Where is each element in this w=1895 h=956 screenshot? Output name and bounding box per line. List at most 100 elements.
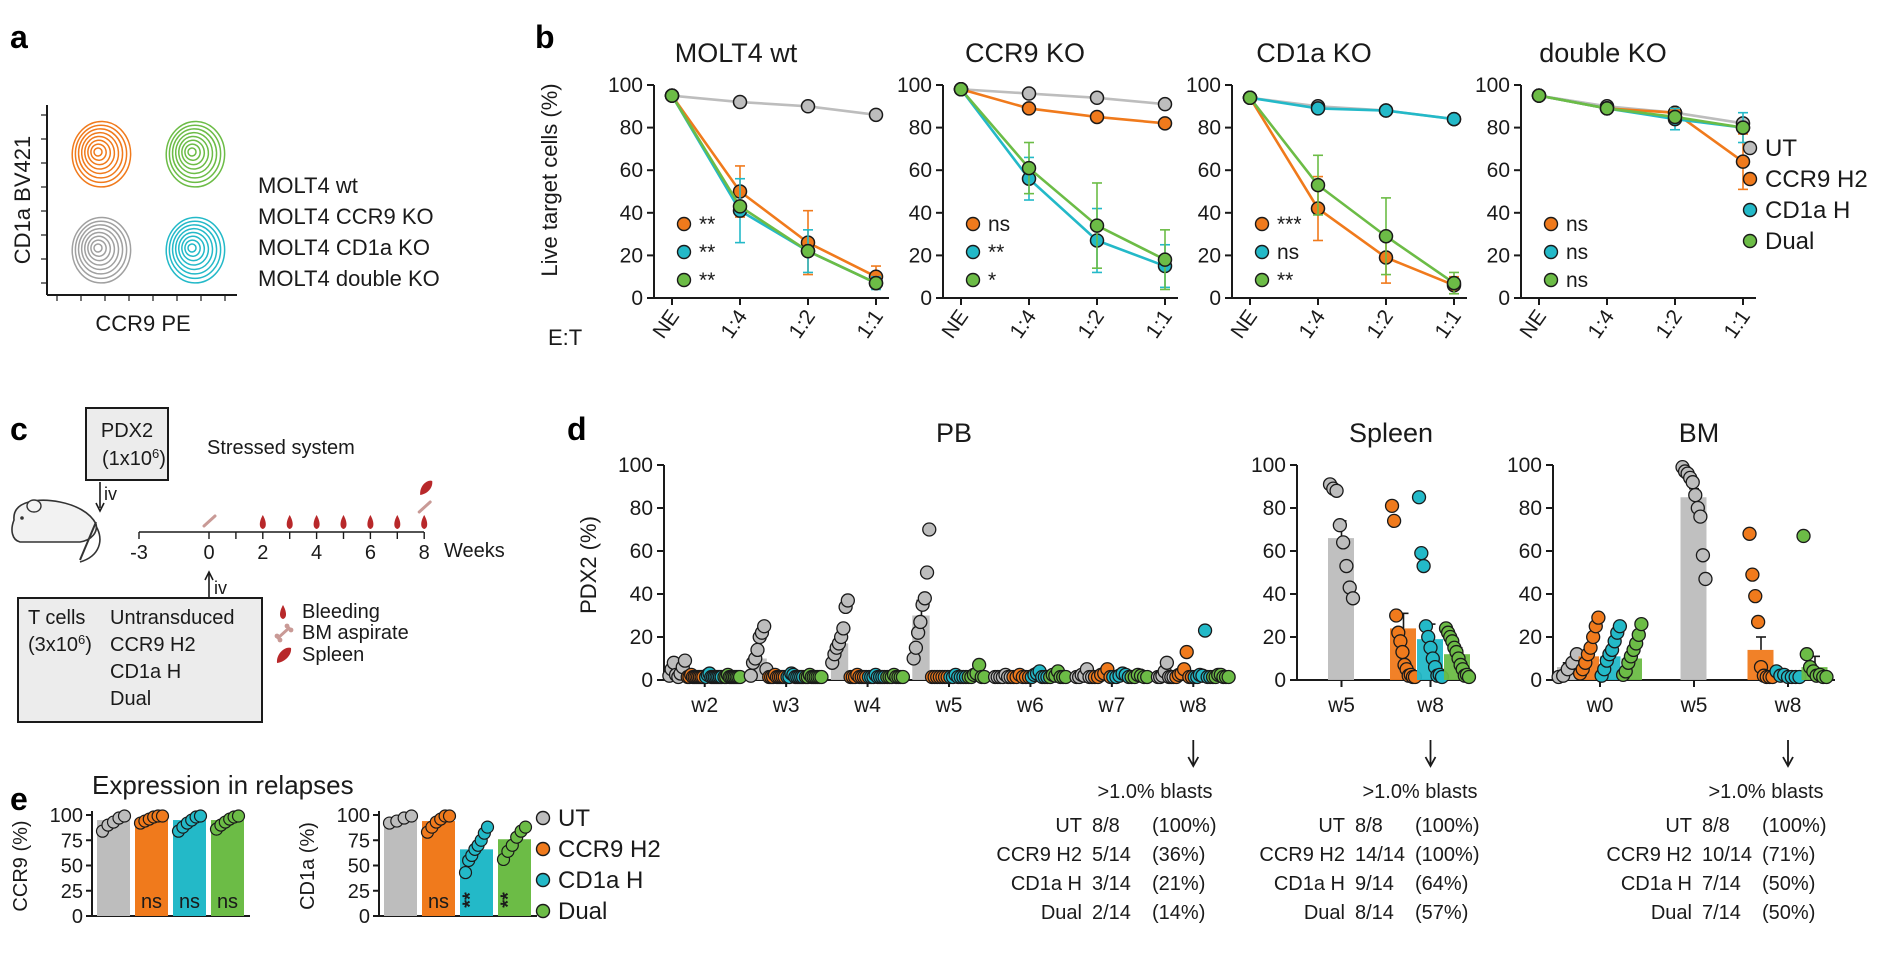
legend-marker-dual <box>1742 233 1758 249</box>
panel-e: e Expression in relapses CCR9 (%) 0 25 50 75… <box>10 770 661 928</box>
data-point <box>1021 86 1037 101</box>
significance-marker <box>1543 244 1559 260</box>
blast-row-group: CD1a H <box>1274 873 1345 895</box>
y-tick-label: 0 <box>1530 669 1542 692</box>
blast-row-percent: (50%) <box>1762 873 1815 895</box>
contour-double-ko <box>93 243 103 253</box>
contour-double-ko <box>77 224 124 275</box>
y-tick-label: 0 <box>631 287 643 310</box>
tcells-group-untransduced: Untransduced <box>110 607 235 629</box>
x-tick-label: 1:4 <box>1584 305 1620 342</box>
data-point <box>1310 177 1326 193</box>
data-point <box>1591 610 1606 625</box>
series-ccr9-h2 <box>1531 88 1751 191</box>
y-tick-label: 25 <box>348 881 370 903</box>
data-point <box>971 657 987 673</box>
contour-ccr9-ko <box>71 120 132 188</box>
x-tick-label: 1:4 <box>1295 305 1331 342</box>
arrow-head <box>1424 756 1437 768</box>
y-tick-label: 0 <box>359 906 370 928</box>
pdx-dose-close: ) <box>159 448 166 470</box>
blood-drop-icon <box>280 605 286 619</box>
blast-row-group: CCR9 H2 <box>1606 844 1692 866</box>
blast-row-count: 8/8 <box>1355 815 1383 837</box>
blast-row-count: 9/14 <box>1355 873 1394 895</box>
blast-table-header: >1.0% blasts <box>1362 781 1477 803</box>
data-point <box>1157 116 1173 131</box>
weeks-label: Weeks <box>444 540 505 562</box>
y-tick-label: 80 <box>620 117 643 140</box>
x-tick-label: NE <box>1227 306 1263 343</box>
y-tick-label: 60 <box>1519 540 1542 563</box>
significance-label: ns <box>428 891 449 913</box>
contour-wt <box>178 135 210 170</box>
iv-top-label: iv <box>104 484 117 504</box>
y-tick-label: 40 <box>909 202 932 225</box>
legend-label-ut: UT <box>1765 135 1797 162</box>
data-point <box>922 522 937 537</box>
data-point <box>1414 546 1429 561</box>
bar-ut <box>384 820 417 916</box>
tcells-group-ccr9h2: CCR9 H2 <box>110 634 196 656</box>
b-y-label: Live target cells (%) <box>537 83 562 276</box>
data-point <box>518 820 533 834</box>
b-legend: UT CCR9 H2 CD1a H Dual <box>1742 135 1868 255</box>
data-point <box>840 593 855 608</box>
timeline-tick-label: 0 <box>203 542 214 564</box>
data-point <box>1693 509 1708 524</box>
blast-row-group: CCR9 H2 <box>1259 844 1345 866</box>
data-point <box>1021 160 1037 176</box>
x-tick-label: w7 <box>1097 694 1125 717</box>
flow-x-label: CCR9 PE <box>95 311 190 336</box>
data-point <box>1242 90 1258 106</box>
bleeding-drop-icon <box>367 515 374 529</box>
significance-label: ns <box>988 213 1010 236</box>
contour-ccr9-ko <box>80 131 120 175</box>
x-tick-label: 1:2 <box>785 306 821 343</box>
significance-label: ns <box>179 891 200 913</box>
y-tick-label: 40 <box>630 583 653 606</box>
data-point <box>953 82 969 97</box>
y-tick-label: 20 <box>1263 626 1286 649</box>
contour-double-ko <box>90 239 107 258</box>
contour-cd1a-ko <box>181 235 206 262</box>
y-tick-label: 20 <box>1487 244 1510 267</box>
data-point <box>1378 103 1394 118</box>
data-point <box>1748 589 1763 604</box>
data-point <box>458 865 473 880</box>
panel-b: b Live target cells (%) E:T MOLT4 wt 0 20 4… <box>535 19 1868 350</box>
y-tick-label: 60 <box>909 159 932 182</box>
contour-wt <box>171 128 218 179</box>
blast-row-group: CCR9 H2 <box>996 844 1082 866</box>
contour-cd1a-ko <box>171 224 218 275</box>
y-tick-label: 80 <box>1519 497 1542 520</box>
series-line <box>1538 94 1744 129</box>
flow-contours <box>71 120 226 284</box>
contour-double-ko <box>71 216 132 284</box>
series-line <box>670 94 877 278</box>
significance-marker <box>1254 244 1270 260</box>
data-point <box>913 614 928 630</box>
flow-minor-ticks <box>41 114 226 301</box>
data-point <box>836 621 851 636</box>
blast-row-percent: (50%) <box>1762 902 1815 924</box>
panel-c: c PDX2 (1x106) Stressed system iv -3 0 2 4 6… <box>10 407 505 723</box>
data-point <box>193 809 208 823</box>
series-line <box>1249 96 1455 121</box>
blast-row-percent: (71%) <box>1762 844 1815 866</box>
data-point <box>1799 647 1814 662</box>
contour-cd1a-ko <box>187 243 197 253</box>
x-tick-label: 1:2 <box>1363 306 1399 343</box>
tcells-group-cd1ah: CD1a H <box>110 661 181 683</box>
contour-wt <box>184 143 201 162</box>
blast-row-count: 10/14 <box>1702 844 1752 866</box>
data-point <box>1332 518 1348 533</box>
contour-ccr9-ko <box>74 124 128 184</box>
d-y-label: PDX2 (%) <box>576 516 601 614</box>
series-line <box>959 88 1166 268</box>
bone-icon <box>274 623 294 643</box>
data-point <box>868 107 884 123</box>
y-tick-label: 60 <box>1487 159 1510 182</box>
y-tick-label: 20 <box>909 244 932 267</box>
